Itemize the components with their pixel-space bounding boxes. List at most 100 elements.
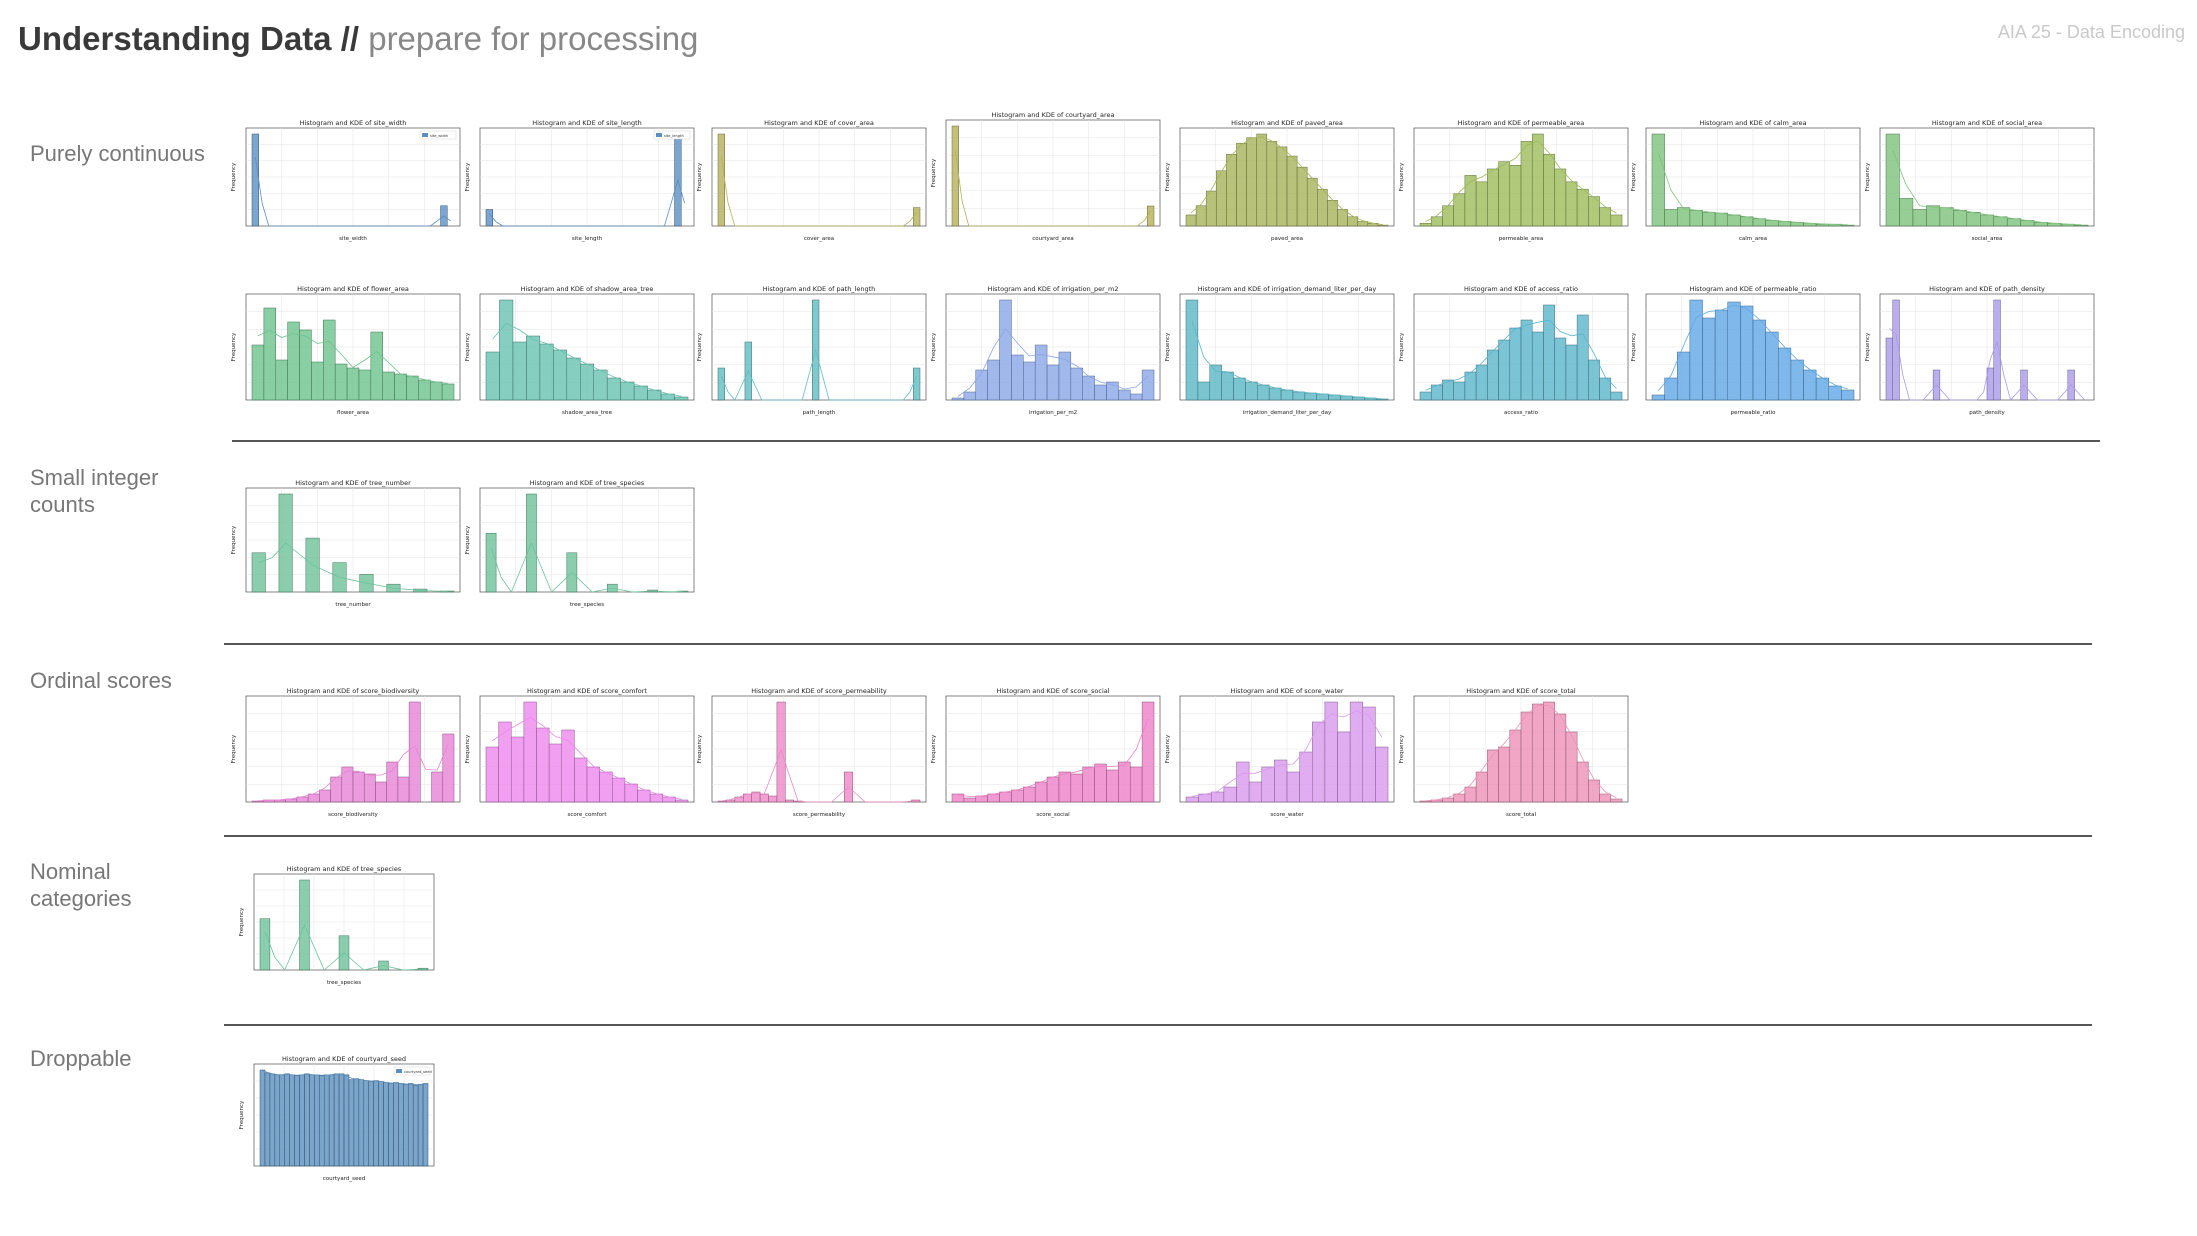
histogram-bar (1245, 381, 1258, 401)
chart-title: Histogram and KDE of tree_number (295, 479, 411, 487)
histogram-bar (259, 1069, 266, 1167)
histogram-bar (1223, 786, 1237, 803)
histogram-bar (353, 1078, 360, 1167)
course-label: AIA 25 - Data Encoding (1997, 22, 2185, 42)
histogram-bar (1070, 367, 1083, 401)
x-axis-label: courtyard_area (1032, 236, 1074, 242)
histogram-bar (1765, 331, 1779, 401)
kde-curve (489, 178, 685, 227)
histogram-bar (975, 369, 988, 401)
histogram-bar (1885, 133, 1900, 227)
histogram-bar (1094, 384, 1107, 401)
chart-title: Histogram and KDE of irrigation_demand_l… (1198, 285, 1377, 293)
histogram-score_social: Histogram and KDE of score_social score_s… (928, 686, 1164, 818)
y-axis-label: Frequency (465, 525, 471, 554)
histogram-bar (1362, 706, 1376, 803)
histogram-bar (574, 757, 588, 803)
chart-title: Histogram and KDE of calm_area (1699, 119, 1806, 127)
legend-box (419, 130, 457, 140)
histogram-bar (358, 369, 372, 401)
histogram-bar (1304, 392, 1317, 401)
histogram-bar (1554, 168, 1567, 227)
histogram-bar (1531, 133, 1544, 227)
y-axis-label: Frequency (465, 734, 471, 763)
histogram-bar (1256, 133, 1268, 227)
category-label-nominal: Nominal categories (30, 859, 132, 911)
histogram-bar (1926, 205, 1941, 227)
histogram-bar (485, 351, 500, 401)
histogram-svg: Histogram and KDE of social_area social_a… (1865, 119, 2095, 242)
histogram-bar (1599, 377, 1612, 401)
histogram-bar (398, 1083, 404, 1167)
histogram-bar (1912, 209, 1927, 227)
histogram-bar (406, 375, 419, 401)
histogram-bar (1487, 749, 1499, 803)
histogram-bar (1011, 354, 1024, 401)
y-axis-label: Frequency (231, 162, 237, 191)
histogram-bar (1296, 166, 1308, 227)
y-axis-label: Frequency (239, 907, 245, 936)
x-axis-label: score_permeability (793, 812, 846, 818)
section-divider (224, 1024, 2092, 1026)
chart-title: Histogram and KDE of permeable_area (1458, 119, 1585, 127)
histogram-bar (348, 1079, 355, 1167)
histogram-svg: Histogram and KDE of permeable_ratioperm… (1631, 285, 1861, 416)
chart-title: Histogram and KDE of tree_species (530, 479, 645, 487)
histogram-bar (1226, 153, 1237, 227)
histogram-bar (1221, 371, 1234, 401)
histogram-bar (431, 771, 444, 803)
histogram-svg: Histogram and KDE of calm_area calm_area F… (1631, 119, 1861, 242)
chart-title: Histogram and KDE of social_area (1932, 119, 2042, 127)
histogram-svg: Histogram and KDE of cover_area cover_are… (697, 119, 927, 242)
histogram-bar (1588, 779, 1600, 803)
histogram-bar (485, 746, 499, 803)
histogram-bar (352, 771, 365, 803)
histogram-bar (1599, 207, 1612, 227)
histogram-access_ratio: Histogram and KDE of access_ratio access_… (1396, 284, 1632, 416)
histogram-bar (1419, 391, 1432, 401)
histogram-bar (1702, 317, 1716, 401)
x-axis-label: score_comfort (568, 812, 608, 818)
kde-curve (957, 718, 1149, 797)
y-axis-label: Frequency (1399, 734, 1405, 763)
histogram-bar (1966, 211, 1981, 227)
histogram-bar (1453, 381, 1466, 401)
legend-swatch (656, 133, 662, 137)
chart-title: Histogram and KDE of courtyard_area (991, 111, 1114, 119)
histogram-bar (1464, 175, 1477, 227)
histogram-bar (1141, 701, 1155, 803)
y-axis-label: Frequency (1165, 734, 1171, 763)
histogram-bar (1664, 209, 1678, 227)
histogram-flower_area: Histogram and KDE of flower_area flower_a… (228, 284, 464, 416)
histogram-bar (1727, 214, 1741, 227)
histogram-svg: Histogram and KDE of score_water score_wa… (1165, 687, 1395, 818)
histogram-cover_area: Histogram and KDE of cover_area cover_are… (694, 118, 930, 242)
chart-title: Histogram and KDE of access_ratio (1464, 285, 1578, 293)
x-axis-label: tree_number (335, 602, 371, 608)
histogram-bar (1276, 146, 1288, 227)
histogram-bar (1357, 221, 1369, 227)
histogram-bar (323, 1074, 330, 1167)
kde-curve (492, 716, 682, 800)
histogram-score_water: Histogram and KDE of score_water score_wa… (1162, 686, 1398, 818)
chart-title: Histogram and KDE of courtyard_seed (282, 1055, 406, 1063)
histogram-score_permeability: Histogram and KDE of score_permeability s… (694, 686, 930, 818)
histogram-bar (1487, 168, 1499, 227)
kde-curve (1191, 320, 1383, 400)
histogram-bar (1337, 731, 1351, 803)
histogram-bar (1118, 761, 1131, 803)
histogram-bar (1531, 703, 1544, 803)
histogram-bar (1509, 729, 1522, 803)
histogram-bar (1211, 791, 1225, 803)
kde-curve (1425, 140, 1617, 222)
histogram-bar (539, 343, 554, 401)
chart-title: Histogram and KDE of site_width (300, 119, 407, 127)
histogram-bar (1464, 786, 1477, 803)
histogram-bar (987, 359, 1000, 401)
y-axis-label: Frequency (1631, 162, 1637, 191)
histogram-bar (1216, 170, 1227, 227)
histogram-bar (1475, 364, 1488, 401)
histogram-bar (1011, 789, 1024, 803)
y-axis-label: Frequency (697, 734, 703, 763)
histogram-bar (1702, 211, 1716, 227)
